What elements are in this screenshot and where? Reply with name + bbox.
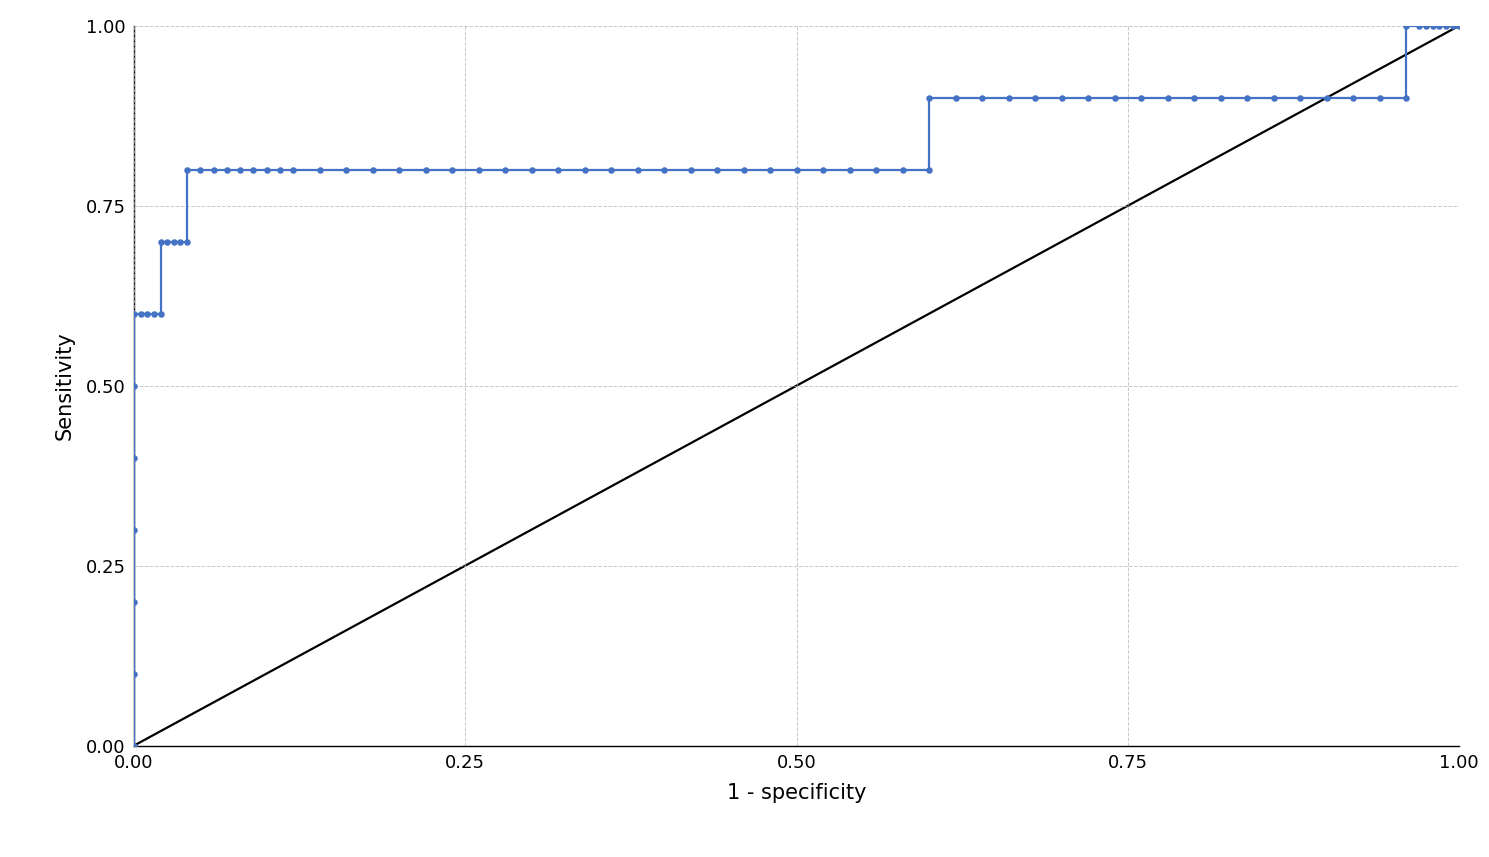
Point (122, 451, 146, 464)
Point (141, 307, 165, 321)
Point (255, 163, 278, 177)
Point (520, 163, 543, 177)
Point (1394, 91, 1418, 105)
Point (917, 163, 941, 177)
Point (308, 163, 332, 177)
Point (1415, 19, 1438, 33)
Point (268, 163, 292, 177)
Point (188, 163, 213, 177)
Point (1368, 91, 1392, 105)
Point (149, 235, 173, 249)
Point (281, 163, 305, 177)
Point (1421, 19, 1444, 33)
Point (1103, 91, 1127, 105)
Point (135, 307, 159, 321)
Point (176, 163, 200, 177)
Point (122, 739, 146, 752)
Point (599, 163, 622, 177)
Point (971, 91, 995, 105)
Point (155, 235, 179, 249)
Point (122, 379, 146, 393)
Point (122, 667, 146, 680)
Point (838, 163, 862, 177)
Point (1407, 19, 1431, 33)
Point (706, 163, 730, 177)
Point (334, 163, 357, 177)
Point (149, 307, 173, 321)
Point (414, 163, 438, 177)
Point (1441, 19, 1465, 33)
Point (625, 163, 649, 177)
Point (1077, 91, 1100, 105)
Point (890, 163, 914, 177)
Point (1315, 91, 1339, 105)
Point (731, 163, 755, 177)
Y-axis label: Sensitivity: Sensitivity (55, 332, 74, 440)
Point (679, 163, 703, 177)
Point (864, 163, 887, 177)
Point (1394, 19, 1418, 33)
Point (122, 595, 146, 608)
Point (387, 163, 411, 177)
Point (812, 163, 835, 177)
Point (122, 523, 146, 536)
Point (241, 163, 265, 177)
Point (1447, 19, 1471, 33)
Point (228, 163, 252, 177)
Point (1261, 91, 1285, 105)
Point (162, 235, 186, 249)
Point (1236, 91, 1260, 105)
Point (996, 91, 1020, 105)
Point (652, 163, 676, 177)
Point (466, 163, 490, 177)
Point (944, 91, 968, 105)
Point (360, 163, 384, 177)
Point (493, 163, 517, 177)
X-axis label: 1 - specificity: 1 - specificity (727, 783, 867, 803)
Point (1182, 91, 1206, 105)
Point (1209, 91, 1233, 105)
Point (441, 163, 465, 177)
Point (122, 307, 146, 321)
Point (1050, 91, 1074, 105)
Point (546, 163, 570, 177)
Point (1342, 91, 1365, 105)
Point (1288, 91, 1312, 105)
Point (1155, 91, 1179, 105)
Point (917, 91, 941, 105)
Point (176, 235, 200, 249)
Point (1023, 91, 1047, 105)
Point (785, 163, 809, 177)
Point (168, 235, 192, 249)
Point (201, 163, 225, 177)
Point (1129, 91, 1152, 105)
Point (1434, 19, 1458, 33)
Point (758, 163, 782, 177)
Point (214, 163, 238, 177)
Point (1428, 19, 1452, 33)
Point (573, 163, 597, 177)
Point (128, 307, 152, 321)
